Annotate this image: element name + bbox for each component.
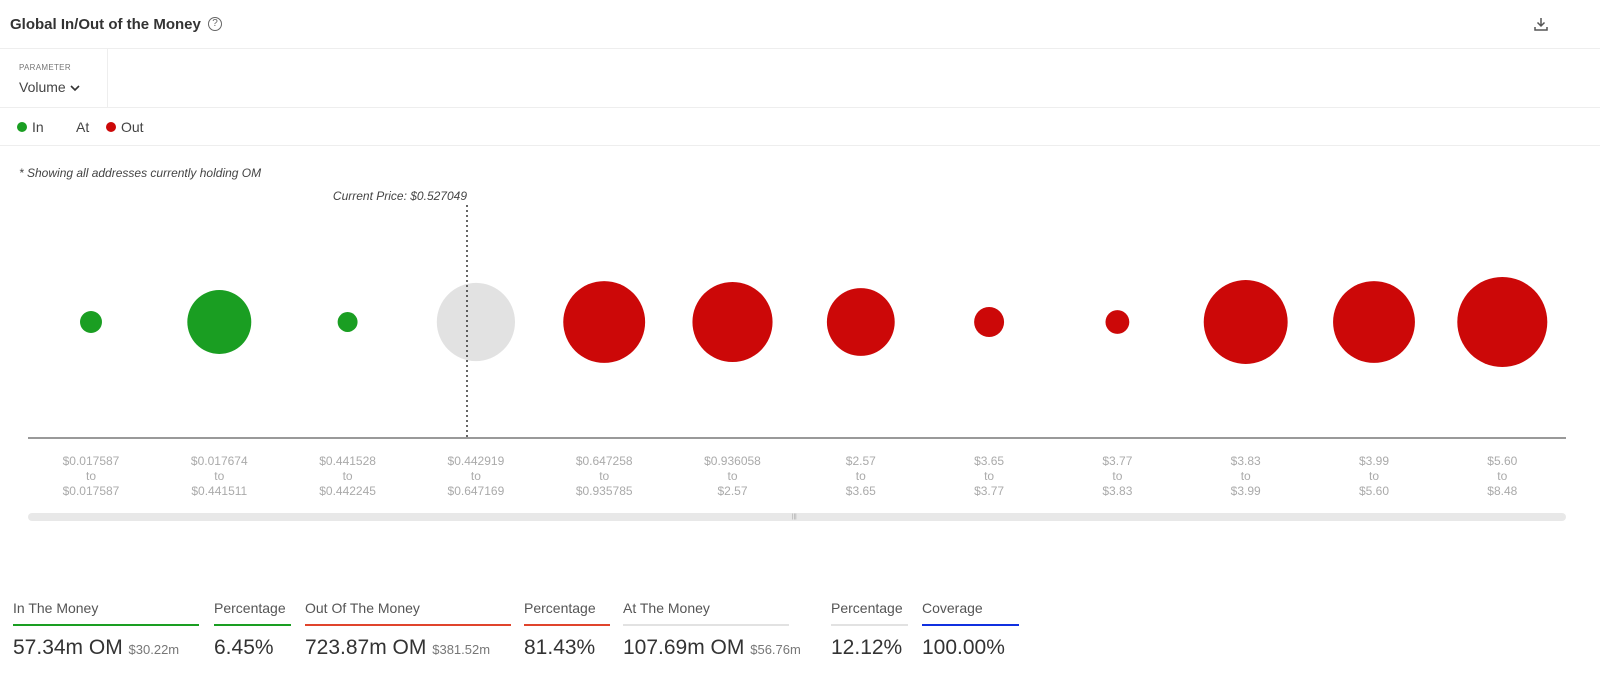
tick-label-to: $3.65 (846, 484, 876, 498)
bubble-out[interactable] (692, 281, 773, 363)
stat-usd-value: $30.22m (128, 642, 180, 657)
stat-label: Percentage (524, 600, 610, 626)
legend-label: Out (121, 119, 144, 135)
parameter-label: PARAMETER (19, 63, 71, 72)
tick-label-from: $3.99 (1359, 454, 1389, 468)
bubble-at[interactable] (436, 282, 516, 362)
tick-label-to: $0.647169 (448, 484, 505, 498)
bubble-in[interactable] (337, 312, 358, 332)
tick-label-from: $0.017587 (63, 454, 120, 468)
legend-at[interactable]: At (76, 119, 89, 135)
tick-label-to: $3.77 (974, 484, 1004, 498)
tick-label-to-word: to (599, 469, 609, 483)
stat-label: In The Money (13, 600, 199, 626)
legend-label: In (32, 119, 44, 135)
tick-label-to: $0.935785 (576, 484, 633, 498)
current-price-label: Current Price: $0.527049 (333, 189, 467, 203)
legend-in[interactable]: In (17, 119, 44, 135)
help-icon[interactable]: ? (208, 17, 222, 31)
tick-label-to: $8.48 (1487, 484, 1517, 498)
tick-label-from: $3.77 (1102, 454, 1132, 468)
tick-label-from: $3.65 (974, 454, 1004, 468)
parameter-select[interactable]: Volume (19, 79, 80, 95)
scroll-grip-icon: ||| (792, 514, 797, 520)
stat-label: Percentage (831, 600, 908, 626)
page-title: Global In/Out of the Money (10, 16, 201, 33)
legend: In At Out (0, 108, 1600, 146)
tick-label-to-word: to (1369, 469, 1379, 483)
stat-percentage: Percentage 12.12% (831, 600, 908, 660)
bubble-out[interactable] (826, 288, 895, 356)
bubble-out[interactable] (563, 281, 646, 363)
tick-label-to-word: to (856, 469, 866, 483)
out-dot-icon (106, 122, 116, 132)
tick-label-to-word: to (214, 469, 224, 483)
header: Global In/Out of the Money ? (0, 0, 1600, 49)
stat-value: 81.43% (524, 636, 596, 659)
bubble-out[interactable] (1203, 280, 1288, 364)
chevron-down-icon (70, 85, 80, 92)
tick-label-to: $5.60 (1359, 484, 1389, 498)
stat-coverage: Coverage 100.00% (922, 600, 1019, 660)
tick-label-to-word: to (984, 469, 994, 483)
stat-label: Percentage (214, 600, 291, 626)
stat-in-the-money: In The Money 57.34m OM $30.22m (13, 600, 199, 660)
tick-label-to: $3.99 (1231, 484, 1261, 498)
stat-value: 6.45% (214, 636, 274, 659)
bubble-out[interactable] (1333, 281, 1415, 363)
legend-out[interactable]: Out (106, 119, 144, 135)
tick-label-from: $2.57 (846, 454, 876, 468)
tick-label-from: $0.441528 (319, 454, 376, 468)
tick-label-to-word: to (1112, 469, 1122, 483)
stat-usd-value: $56.76m (750, 642, 801, 657)
bubble-in[interactable] (80, 311, 102, 333)
stat-out-of-the-money: Out Of The Money 723.87m OM $381.52m (305, 600, 511, 660)
tick-label-to-word: to (471, 469, 481, 483)
bubble-in[interactable] (187, 290, 252, 354)
stat-at-the-money: At The Money 107.69m OM $56.76m (623, 600, 801, 660)
stat-usd-value: $381.52m (432, 642, 491, 657)
stat-value: 57.34m OM $30.22m (13, 636, 180, 659)
tick-label-from: $0.442919 (448, 454, 505, 468)
tick-label-to-word: to (1497, 469, 1507, 483)
parameter-value: Volume (19, 79, 66, 95)
tick-label-from: $5.60 (1487, 454, 1517, 468)
legend-label: At (76, 119, 90, 135)
stat-label: Out Of The Money (305, 600, 511, 626)
tick-label-to-word: to (86, 469, 96, 483)
stat-percentage: Percentage 81.43% (524, 600, 610, 660)
tick-label-to-word: to (1241, 469, 1251, 483)
tick-label-from: $0.017674 (191, 454, 248, 468)
tick-label-to: $0.442245 (319, 484, 376, 498)
in-dot-icon (17, 122, 27, 132)
bubble-out[interactable] (1105, 310, 1130, 334)
tick-label-to: $0.441511 (191, 484, 247, 498)
bubble-chart: $0.017587to$0.017587$0.017674to$0.441511… (28, 189, 1566, 498)
tick-label-to-word: to (727, 469, 737, 483)
stat-label: Coverage (922, 600, 1019, 626)
chart-note: * Showing all addresses currently holdin… (19, 166, 262, 180)
download-icon[interactable] (1533, 16, 1549, 32)
tick-label-to: $2.57 (717, 484, 747, 498)
bubble-out[interactable] (1457, 277, 1548, 367)
stat-value: 100.00% (922, 636, 1005, 659)
tick-label-from: $0.936058 (704, 454, 761, 468)
stat-label: At The Money (623, 600, 789, 626)
tick-label-to: $0.017587 (63, 484, 120, 498)
stat-value: 723.87m OM $381.52m (305, 636, 491, 659)
tick-label-to-word: to (343, 469, 353, 483)
parameter-panel (0, 49, 108, 107)
tick-label-to: $3.83 (1102, 484, 1132, 498)
bubble-out[interactable] (974, 307, 1005, 337)
tick-label-from: $3.83 (1231, 454, 1261, 468)
tick-label-from: $0.647258 (576, 454, 633, 468)
stat-percentage: Percentage 6.45% (214, 600, 291, 660)
stat-value: 107.69m OM $56.76m (623, 636, 801, 659)
chart-scrollbar[interactable]: ||| (28, 513, 1566, 521)
stat-value: 12.12% (831, 636, 903, 659)
